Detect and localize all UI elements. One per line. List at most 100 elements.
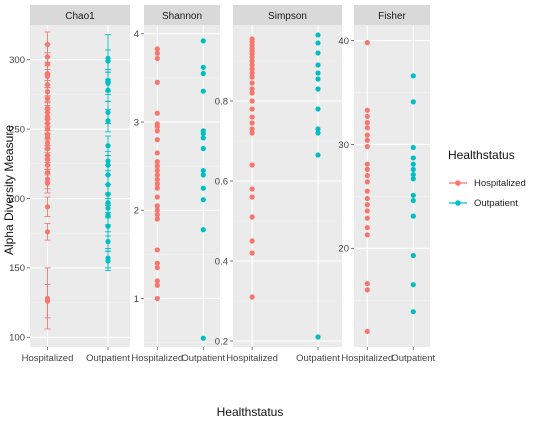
y-tick-label: 0.6 — [215, 176, 228, 187]
legend-title: Healthstatus — [448, 148, 515, 162]
data-point — [364, 281, 370, 287]
data-point — [249, 54, 255, 60]
data-point — [44, 105, 51, 111]
data-point — [315, 70, 321, 76]
strip-background — [354, 5, 430, 25]
data-point — [249, 98, 255, 104]
data-point — [154, 150, 160, 156]
panel-background — [233, 25, 342, 347]
data-point — [105, 109, 111, 116]
data-point — [200, 197, 206, 203]
data-point — [154, 212, 160, 218]
data-point — [200, 130, 206, 137]
data-point — [44, 204, 51, 210]
data-point — [200, 335, 206, 341]
data-point — [249, 186, 255, 192]
data-point — [315, 152, 321, 158]
data-point — [154, 167, 160, 174]
x-tick-label: Hospitalized — [341, 353, 393, 364]
data-point — [44, 152, 51, 159]
data-point — [44, 140, 51, 146]
data-point — [105, 212, 111, 218]
y-tick-label: 3 — [134, 117, 139, 128]
data-point — [364, 143, 370, 150]
data-point — [105, 223, 111, 229]
data-point — [154, 110, 160, 116]
data-point — [154, 181, 160, 187]
data-point — [154, 207, 160, 213]
data-point — [44, 120, 51, 127]
y-tick-label: 20 — [338, 244, 349, 255]
data-point — [105, 205, 111, 211]
data-point — [200, 172, 206, 178]
data-point — [315, 86, 321, 92]
strip-label-shannon: Shannon — [162, 11, 202, 22]
data-point — [410, 252, 416, 259]
series-outpatient — [105, 34, 111, 272]
data-point — [154, 194, 160, 200]
data-point — [364, 188, 370, 194]
y-tick-label: 0.2 — [215, 336, 228, 347]
y-tick-label: 150 — [9, 263, 25, 274]
data-point — [364, 113, 370, 120]
data-point — [364, 202, 370, 208]
data-point — [249, 58, 255, 64]
data-point — [249, 90, 255, 96]
data-point — [200, 70, 206, 77]
x-tick-label: Outpatient — [296, 353, 340, 364]
data-point — [364, 179, 370, 185]
series-outpatient — [315, 32, 321, 340]
strip-background — [144, 5, 220, 25]
x-axis-title: Healthstatus — [217, 405, 284, 419]
data-point — [105, 172, 111, 178]
series-hospitalized — [364, 40, 370, 335]
strip-background — [30, 5, 130, 25]
data-point — [315, 40, 321, 46]
y-tick-label: 200 — [9, 194, 25, 205]
data-point — [315, 126, 321, 132]
y-tick-label: 300 — [9, 55, 25, 66]
data-point — [200, 145, 206, 152]
y-tick-label: 0.8 — [215, 96, 228, 107]
data-point — [154, 260, 160, 266]
x-tick-label: Hospitalized — [131, 353, 183, 364]
strip-label-chao1: Chao1 — [65, 11, 95, 22]
data-point — [44, 169, 51, 175]
x-tick-label: Outpatient — [86, 353, 130, 364]
data-point — [105, 258, 111, 264]
data-point — [410, 282, 416, 288]
data-point — [105, 158, 111, 164]
data-point — [154, 265, 160, 271]
data-point — [364, 208, 370, 214]
data-point — [200, 38, 206, 44]
y-tick-label: 100 — [9, 333, 25, 344]
data-point — [410, 309, 416, 315]
data-point — [105, 80, 111, 86]
data-point — [154, 159, 160, 165]
data-point — [364, 120, 370, 126]
data-point — [44, 54, 51, 60]
data-point — [44, 134, 51, 141]
data-point — [44, 116, 51, 122]
data-point — [364, 166, 370, 172]
y-tick-label: 1 — [134, 294, 139, 305]
data-point — [410, 192, 416, 198]
data-point — [154, 79, 160, 85]
data-point — [44, 82, 51, 88]
data-point — [105, 143, 111, 149]
series-hospitalized — [249, 36, 255, 300]
data-point — [249, 162, 255, 168]
data-point — [44, 145, 51, 152]
data-point — [154, 203, 160, 209]
data-point — [364, 125, 370, 131]
data-point — [44, 95, 51, 102]
data-point — [154, 137, 160, 143]
data-point — [154, 172, 160, 178]
data-point — [200, 88, 206, 94]
data-point — [154, 247, 160, 253]
data-point — [105, 191, 111, 197]
x-tick-label: Outpatient — [391, 353, 435, 364]
data-point — [249, 120, 255, 126]
